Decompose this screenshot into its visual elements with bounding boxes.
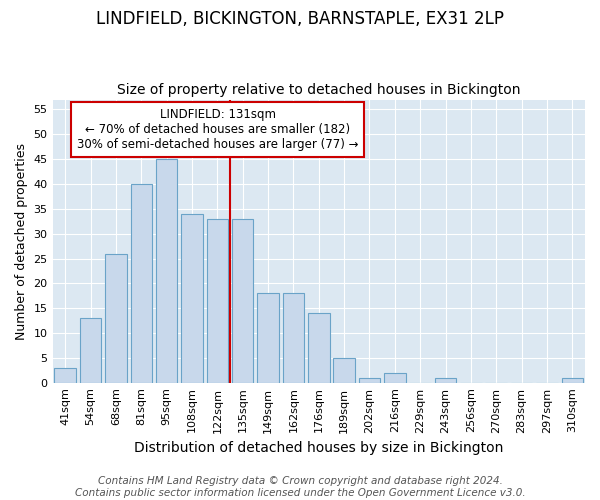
Title: Size of property relative to detached houses in Bickington: Size of property relative to detached ho… (117, 83, 521, 97)
Bar (359, 378, 380, 382)
Bar (283, 294, 304, 382)
Bar (156, 159, 178, 382)
Y-axis label: Number of detached properties: Number of detached properties (15, 142, 28, 340)
Bar (55, 368, 76, 382)
Bar (334, 358, 355, 382)
Text: LINDFIELD, BICKINGTON, BARNSTAPLE, EX31 2LP: LINDFIELD, BICKINGTON, BARNSTAPLE, EX31 … (96, 10, 504, 28)
Bar (131, 184, 152, 382)
Bar (384, 372, 406, 382)
X-axis label: Distribution of detached houses by size in Bickington: Distribution of detached houses by size … (134, 441, 503, 455)
Bar (308, 313, 329, 382)
Bar (206, 219, 228, 382)
Text: LINDFIELD: 131sqm
← 70% of detached houses are smaller (182)
30% of semi-detache: LINDFIELD: 131sqm ← 70% of detached hous… (77, 108, 358, 151)
Bar (257, 294, 279, 382)
Bar (80, 318, 101, 382)
Bar (435, 378, 457, 382)
Text: Contains HM Land Registry data © Crown copyright and database right 2024.
Contai: Contains HM Land Registry data © Crown c… (74, 476, 526, 498)
Bar (232, 219, 253, 382)
Bar (105, 254, 127, 382)
Bar (181, 214, 203, 382)
Bar (562, 378, 583, 382)
